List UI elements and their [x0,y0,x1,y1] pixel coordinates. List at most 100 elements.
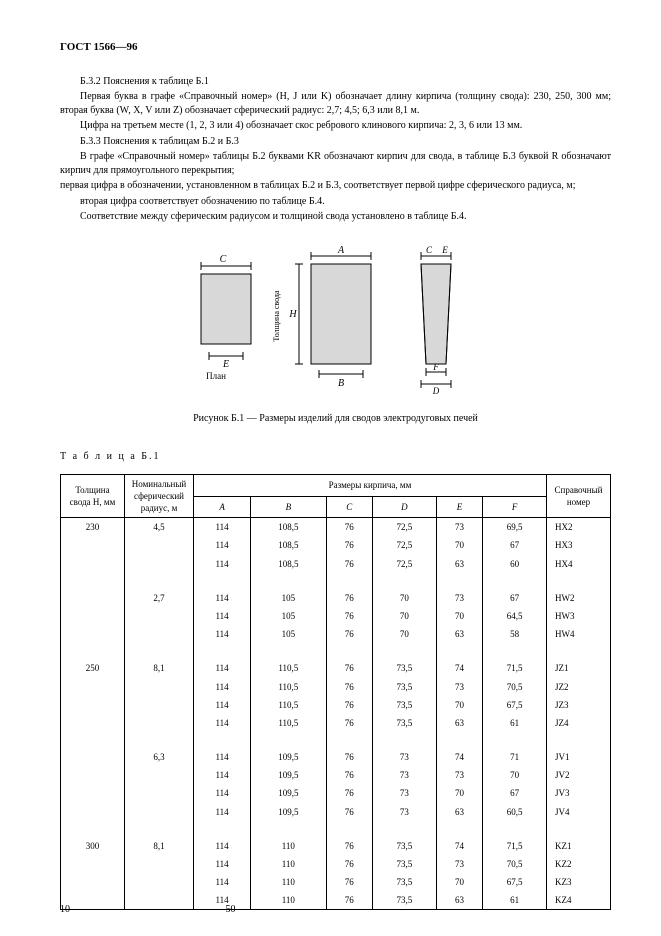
cell: HX2 [547,518,611,537]
cell: 76 [326,837,372,855]
cell: 70 [372,589,436,607]
cell: 76 [326,784,372,802]
cell: 105 [251,607,326,625]
svg-text:План: План [206,371,226,381]
cell-radius [125,855,194,873]
para: Б.3.3 Пояснения к таблицам Б.2 и Б.3 [60,135,611,149]
cell-radius [125,607,194,625]
cell: 76 [326,696,372,714]
cell-thickness [61,803,125,821]
cell: 110 [251,873,326,891]
cell: 114 [194,696,251,714]
svg-text:Толщина свода: Толщина свода [272,290,281,342]
cell: 114 [194,784,251,802]
cell-radius [125,696,194,714]
cell: 76 [326,748,372,766]
cell-thickness: 300 [61,837,125,855]
cell: 70 [436,607,482,625]
cell: 61 [483,714,547,732]
cell: 76 [326,678,372,696]
cell: 76 [326,589,372,607]
cell: 58 [483,625,547,643]
th: E [436,496,482,518]
th-thickness: Толщина свода H, мм [61,474,125,517]
th: D [372,496,436,518]
th: A [194,496,251,518]
cell: 114 [194,803,251,821]
cell: 70 [372,625,436,643]
cell: 76 [326,625,372,643]
cell: 110 [251,855,326,873]
cell: 60,5 [483,803,547,821]
cell-radius [125,678,194,696]
cell-thickness [61,696,125,714]
para: первая цифра в обозначении, установленно… [60,179,611,193]
cell: 70 [372,607,436,625]
cell: HX3 [547,536,611,554]
page-footer: 10 50 [60,903,611,917]
cell: 74 [436,837,482,855]
cell-radius: 8,1 [125,659,194,677]
svg-text:C: C [425,245,432,255]
cell: HW2 [547,589,611,607]
cell: 71 [483,748,547,766]
cell: 67 [483,784,547,802]
cell: 76 [326,659,372,677]
cell-thickness [61,625,125,643]
cell-radius [125,873,194,891]
cell: HW3 [547,607,611,625]
th: B [251,496,326,518]
svg-text:F: F [432,362,439,372]
cell: 73,5 [372,659,436,677]
cell: 73 [372,784,436,802]
cell: 70 [436,536,482,554]
cell: 73,5 [372,714,436,732]
figure-caption: Рисунок Б.1 — Размеры изделий для сводов… [60,412,611,426]
cell: KZ2 [547,855,611,873]
cell-thickness: 230 [61,518,125,537]
svg-text:E: E [221,359,228,370]
cell: 73 [372,748,436,766]
cell: 73 [436,589,482,607]
cell: 74 [436,748,482,766]
cell: JV4 [547,803,611,821]
para: Соответствие между сферическим радиусом … [60,210,611,224]
cell-thickness [61,748,125,766]
table-b1: Толщина свода H, мм Номинальный сферичес… [60,474,611,911]
cell: 110,5 [251,696,326,714]
cell-thickness [61,714,125,732]
th-sizes: Размеры кирпича, мм [194,474,547,496]
cell-radius [125,536,194,554]
cell-radius [125,766,194,784]
cell: 76 [326,536,372,554]
cell: 114 [194,873,251,891]
cell: 114 [194,555,251,573]
para: вторая цифра соответствует обозначению п… [60,195,611,209]
cell: 73,5 [372,678,436,696]
cell: 67 [483,589,547,607]
cell: 76 [326,555,372,573]
cell: 114 [194,714,251,732]
cell: 72,5 [372,555,436,573]
cell: JZ4 [547,714,611,732]
cell: 108,5 [251,555,326,573]
cell: 69,5 [483,518,547,537]
cell-radius: 4,5 [125,518,194,537]
cell-thickness [61,589,125,607]
para: Б.3.2 Пояснения к таблице Б.1 [60,75,611,89]
cell: 110,5 [251,659,326,677]
svg-text:D: D [431,386,439,394]
cell: 114 [194,518,251,537]
cell: 63 [436,803,482,821]
cell: JZ3 [547,696,611,714]
cell: 109,5 [251,766,326,784]
cell: 73 [436,678,482,696]
cell: KZ3 [547,873,611,891]
cell-radius: 6,3 [125,748,194,766]
cell-radius [125,714,194,732]
cell: 105 [251,589,326,607]
cell: 76 [326,873,372,891]
cell: 71,5 [483,659,547,677]
svg-text:A: A [336,245,344,256]
cell-radius: 8,1 [125,837,194,855]
